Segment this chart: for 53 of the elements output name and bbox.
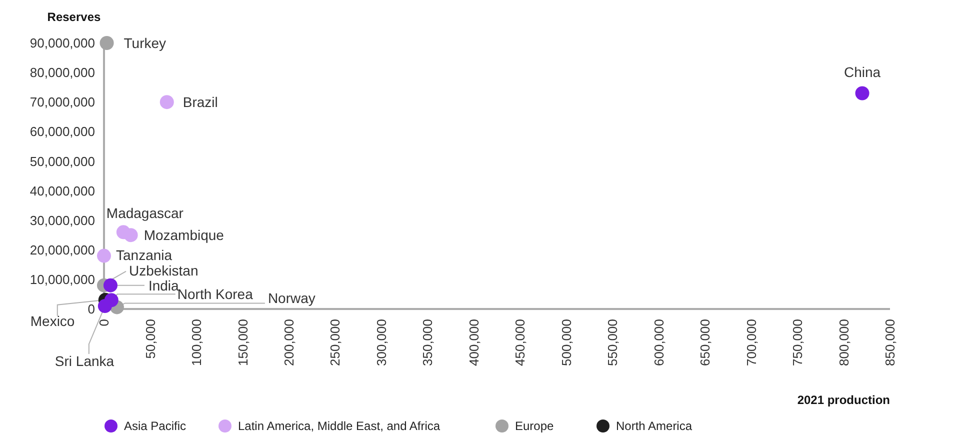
- x-tick-label: 650,000: [698, 319, 713, 366]
- annotation: Uzbekistan: [129, 262, 198, 278]
- x-tick-label: 400,000: [466, 319, 482, 366]
- x-tick-label: 50,000: [142, 319, 158, 359]
- x-tick-label: 250,000: [328, 319, 343, 366]
- point: [100, 36, 114, 50]
- annotation: Tanzania: [116, 246, 172, 263]
- point: [98, 299, 112, 314]
- annotation: Sri Lanka: [54, 353, 114, 370]
- point: [103, 278, 118, 292]
- x-tick-label: 350,000: [420, 319, 436, 366]
- y-tick-label: 70,000,000: [30, 94, 95, 110]
- x-axis-title: 2021 production: [797, 393, 890, 407]
- x-tick-label: 100,000: [189, 319, 204, 366]
- x-tick-label: 700,000: [744, 319, 759, 366]
- y-tick-label: 0: [88, 302, 95, 317]
- x-tick-label: 300,000: [374, 319, 389, 366]
- y-tick-label: 50,000,000: [30, 154, 95, 169]
- x-tick-label: 150,000: [235, 319, 250, 366]
- x-tick-label: 550,000: [605, 319, 620, 366]
- annotation: North Korea: [177, 286, 254, 302]
- annotation: India: [148, 277, 180, 294]
- y-tick-label: 80,000,000: [30, 65, 95, 80]
- annotation: Brazil: [182, 94, 218, 110]
- legend-label: Asia Pacific: [124, 419, 186, 434]
- annotation: Mozambique: [144, 227, 224, 244]
- x-tick-label: 200,000: [281, 319, 296, 366]
- annotation: Mexico: [30, 312, 75, 329]
- x-tick-label: 750,000: [790, 319, 806, 366]
- x-tick-label: 600,000: [651, 319, 666, 366]
- point: [124, 228, 138, 242]
- legend-label: Europe: [515, 419, 554, 434]
- x-tick-label: 850,000: [882, 319, 898, 366]
- y-axis-title: Reserves: [47, 10, 102, 24]
- x-tick-label: 450,000: [512, 319, 528, 366]
- y-tick-label: 40,000,000: [30, 183, 95, 198]
- annotation: Madagascar: [106, 205, 184, 222]
- annotation: China: [844, 64, 881, 80]
- y-tick-label: 20,000,000: [30, 242, 95, 258]
- y-tick-label: 90,000,000: [30, 36, 95, 51]
- y-tick-label: 60,000,000: [30, 124, 95, 140]
- point: [855, 86, 870, 100]
- point: [97, 248, 111, 263]
- x-tick-label: 0: [96, 319, 112, 326]
- legend-label: North America: [616, 419, 692, 434]
- annotation: Norway: [268, 290, 316, 306]
- y-tick-label: 10,000,000: [30, 272, 95, 287]
- x-tick-label: 500,000: [558, 319, 574, 366]
- legend-label: Latin America, Middle East, and Africa: [238, 419, 440, 434]
- annotation: Turkey: [124, 35, 166, 51]
- y-tick-label: 30,000,000: [30, 212, 95, 228]
- x-tick-label: 800,000: [836, 319, 852, 366]
- point: [160, 95, 174, 110]
